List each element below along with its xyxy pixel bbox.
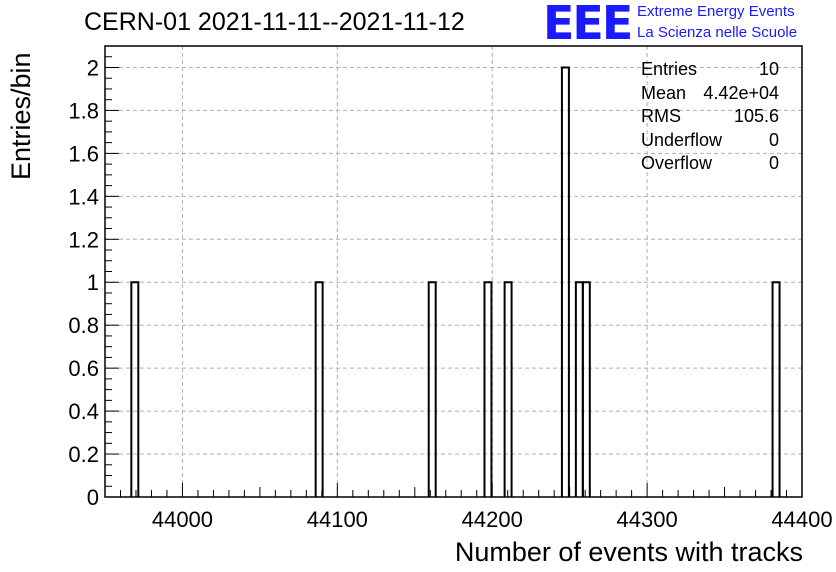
y-tick-label: 0.2 [68,442,99,467]
x-tick-label: 44400 [771,507,832,532]
stat-row-overflow: Overflow 0 [641,152,779,176]
stat-value: 0 [768,153,779,173]
y-tick-label: 0.8 [68,313,99,338]
histogram-bar [503,281,513,497]
stat-label: RMS [641,106,681,126]
y-tick-label: 1.6 [68,141,99,166]
histogram-bar [314,281,324,497]
histogram-bar [130,281,140,497]
stat-row-rms: RMS 105.6 [641,105,779,129]
y-tick-label: 0.4 [68,399,99,424]
stat-label: Mean [641,82,687,103]
stat-value: 105.6 [733,106,779,126]
histogram-bar [581,281,591,497]
stat-label: Overflow [641,153,713,173]
eee-logo-icon: EEE [543,0,633,50]
stat-value: 0 [768,129,779,150]
x-tick-label: 44000 [152,507,213,532]
histogram-bar [560,66,570,497]
x-axis-label: Number of events with tracks [454,537,803,567]
stat-value: 10 [758,59,779,79]
stat-row-underflow: Underflow 0 [641,129,779,153]
logo-text-line2: La Scienza nelle Scuole [637,24,798,41]
tick-labels: 44000 44100 44200 44300 44400 0 0.2 0.4 0.6 0.8 1 1… [68,55,832,532]
y-tick-label: 0.6 [68,356,99,381]
stat-value: 4.42e+04 [703,82,779,103]
y-tick-label: 1.4 [68,184,99,209]
histogram-bar [574,281,584,497]
x-tick-label: 44300 [617,507,678,532]
stat-label: Underflow [641,129,723,150]
y-tick-label: 1 [87,270,99,295]
x-tick-label: 44100 [307,507,368,532]
stats-box: Entries 10 Mean 4.42e+04 RMS 105.6 Under… [641,58,779,176]
logo-text-line1: Extreme Energy Events [637,3,795,20]
y-tick-label: 0 [87,485,99,510]
histogram-bars [130,66,781,497]
stat-label: Entries [641,59,698,79]
histogram-bar [427,281,437,497]
x-tick-label: 44200 [462,507,523,532]
histogram-bar [483,281,493,497]
stat-row-entries: Entries 10 [641,58,779,82]
axis-ticks [104,45,803,498]
histogram-bar [771,281,781,497]
y-tick-label: 1.8 [68,98,99,123]
chart-title: CERN-01 2021-11-11--2021-11-12 [84,8,465,36]
stat-row-mean: Mean 4.42e+04 [641,82,779,106]
y-tick-label: 2 [87,55,99,80]
y-tick-label: 1.2 [68,227,99,252]
